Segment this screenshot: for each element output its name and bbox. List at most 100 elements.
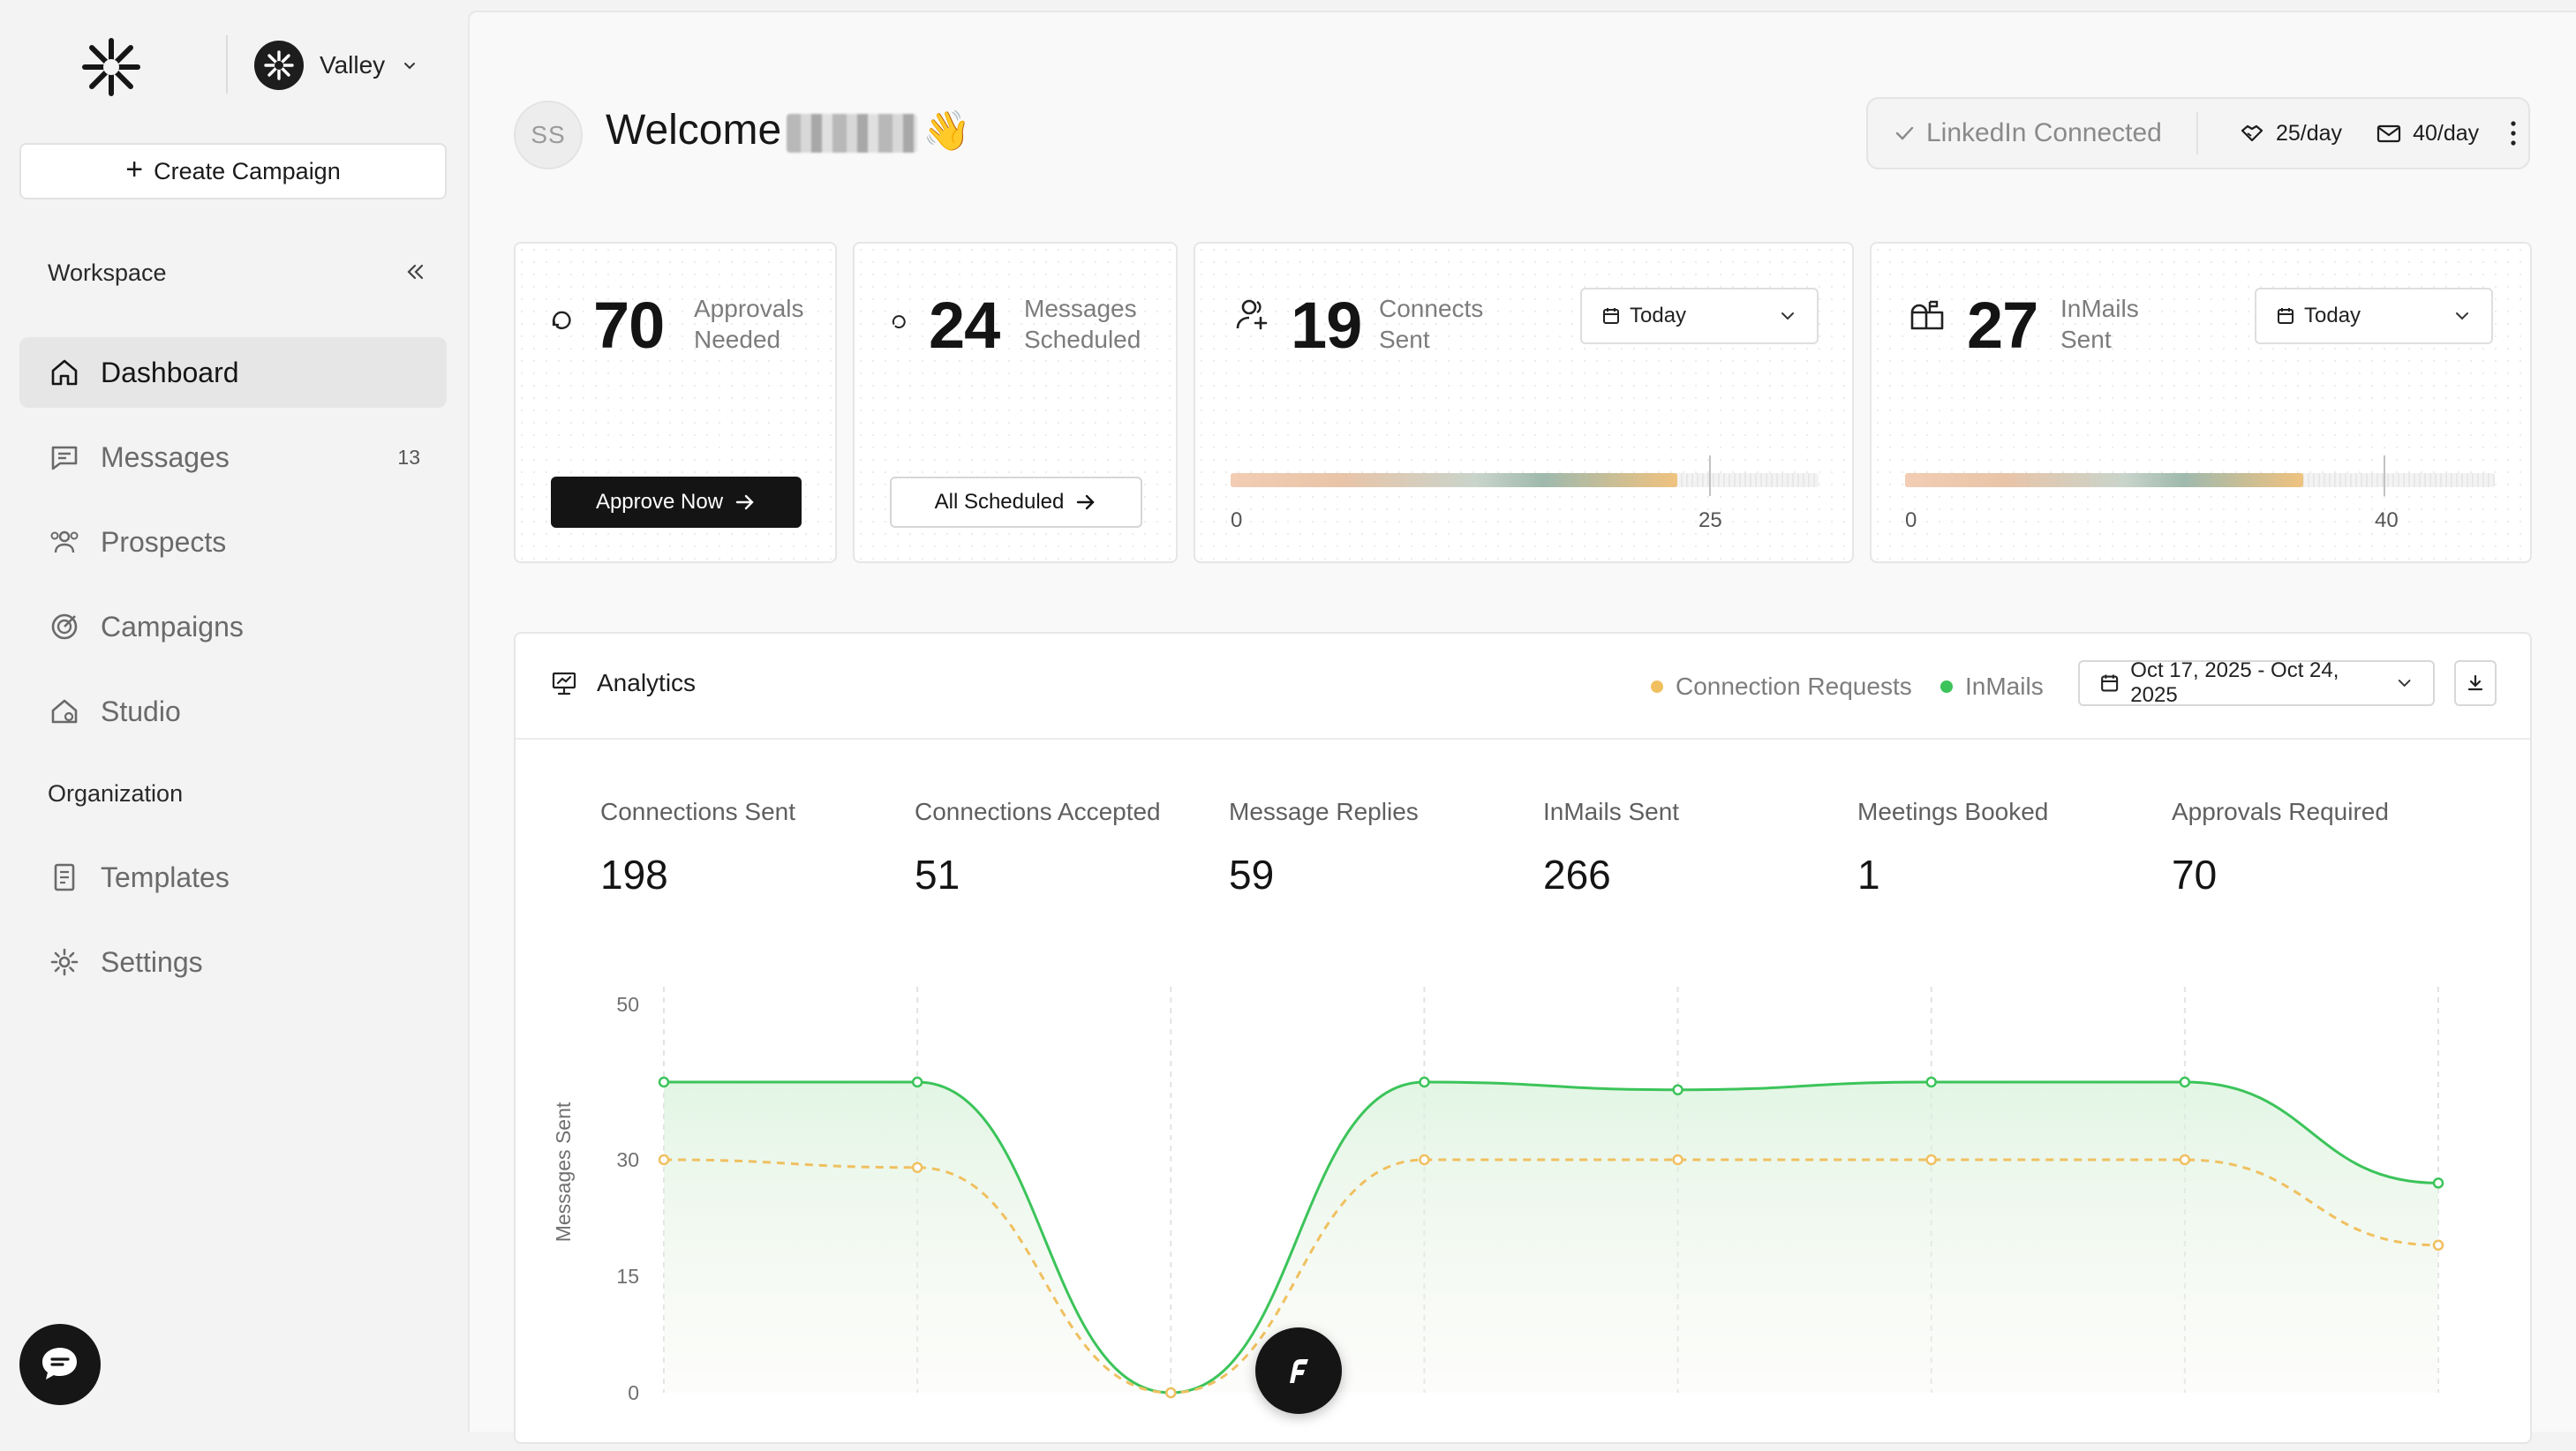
connects-max-label: 25 — [1699, 508, 1722, 532]
approvals-count: 70 — [593, 289, 665, 362]
chart-areas — [664, 1082, 2438, 1393]
scheduled-count: 24 — [929, 289, 1000, 362]
connect-limit: 25/day — [2239, 120, 2342, 147]
main-content: SS Welcome 👋 LinkedIn Connected 25/day 4… — [468, 11, 2576, 1444]
connection-requests-dot — [1651, 680, 1663, 693]
chart-point-inmails — [1925, 1076, 1937, 1088]
connects-period-select[interactable]: Today — [1580, 288, 1819, 344]
metric-value: 266 — [1543, 852, 1611, 898]
chart-point-connection-requests — [1165, 1387, 1177, 1399]
metric-connections-accepted: Connections Accepted 51 — [915, 798, 1161, 898]
approvals-label-line1: Approvals — [694, 295, 804, 322]
chart-points — [658, 1076, 2444, 1399]
metric-label: Message Replies — [1229, 798, 1419, 825]
mail-icon — [2376, 124, 2401, 143]
brand-logo-icon[interactable] — [81, 37, 141, 97]
chart-point-inmails — [911, 1076, 923, 1088]
connect-limit-text: 25/day — [2276, 120, 2343, 146]
document-icon — [54, 863, 75, 891]
inmail-limit: 40/day — [2376, 120, 2479, 147]
inmails-card: 27 InMails Sent Today 0 40 — [1870, 242, 2532, 563]
approvals-card: 70 Approvals Needed Approve Now — [514, 242, 837, 563]
linkedin-status: LinkedIn Connected — [1868, 112, 2198, 154]
sidebar-item-studio[interactable]: Studio — [19, 676, 447, 747]
date-range-picker[interactable]: Oct 17, 2025 - Oct 24, 2025 — [2078, 658, 2435, 707]
date-range-value: Oct 17, 2025 - Oct 24, 2025 — [2130, 658, 2339, 707]
calendar-icon — [1603, 308, 1619, 324]
plus-icon: + — [125, 153, 144, 186]
metric-connections-sent: Connections Sent 198 — [600, 798, 795, 898]
linkedin-status-text: LinkedIn Connected — [1926, 118, 2162, 147]
sidebar-item-prospects[interactable]: Prospects — [19, 507, 447, 577]
more-options-icon[interactable] — [2509, 118, 2518, 148]
legend-label: InMails — [1965, 673, 2044, 700]
organization-label: Organization — [48, 780, 184, 807]
sidebar-item-label: Settings — [101, 945, 203, 978]
sidebar-item-label: Messages — [101, 440, 230, 473]
connects-progress — [1231, 455, 1819, 496]
legend-connection-requests: Connection Requests — [1651, 673, 1912, 701]
chart-point-connection-requests — [911, 1162, 923, 1174]
inmails-label-line1: InMails — [2060, 295, 2139, 322]
account-status-bar: LinkedIn Connected 25/day 40/day — [1866, 97, 2530, 169]
studio-icon — [51, 699, 78, 724]
metric-meetings-booked: Meetings Booked 1 — [1857, 798, 2048, 898]
sidebar-item-settings[interactable]: Settings — [19, 927, 447, 997]
chart-point-inmails — [1672, 1084, 1683, 1096]
wave-emoji: 👋 — [923, 109, 971, 153]
connects-label: Connects Sent — [1379, 293, 1483, 355]
user-avatar[interactable]: SS — [514, 101, 583, 169]
org-switcher[interactable]: Valley — [254, 41, 418, 90]
scheduled-label-line1: Messages — [1024, 295, 1137, 322]
message-icon — [51, 446, 78, 470]
chart-y-tick-label: 15 — [616, 1265, 639, 1288]
arrow-right-icon — [1077, 494, 1096, 510]
sidebar-item-templates[interactable]: Templates — [19, 842, 447, 913]
sidebar: Valley + Create Campaign Workspace Dashb… — [0, 0, 468, 1451]
download-button[interactable] — [2454, 660, 2497, 706]
connects-min-label: 0 — [1231, 508, 1243, 532]
support-chat-button[interactable] — [19, 1324, 101, 1405]
sidebar-item-label: Templates — [101, 861, 230, 893]
legend-label: Connection Requests — [1676, 673, 1912, 700]
collapse-sidebar-icon[interactable] — [401, 258, 429, 286]
welcome-heading: Welcome 👋 — [606, 106, 971, 154]
chat-icon — [42, 1348, 77, 1380]
connects-label-line1: Connects — [1379, 295, 1484, 322]
chart-line-inmails — [664, 1080, 2439, 1395]
inmails-count: 27 — [1967, 289, 2038, 362]
all-scheduled-button[interactable]: All Scheduled — [890, 477, 1142, 528]
org-avatar — [254, 41, 304, 90]
connects-label-line2: Sent — [1379, 326, 1430, 353]
floating-action-button[interactable] — [1255, 1327, 1342, 1414]
org-name: Valley — [320, 51, 386, 79]
metric-label: Connections Accepted — [915, 798, 1161, 825]
metric-value: 59 — [1229, 852, 1275, 898]
refresh-icon — [892, 315, 906, 328]
calendar-icon — [2278, 308, 2294, 324]
chart-line-connection-requests — [663, 1158, 2439, 1395]
user-plus-icon — [1236, 299, 1268, 330]
metric-label: Meetings Booked — [1857, 798, 2049, 825]
scheduled-label-line2: Scheduled — [1024, 326, 1141, 353]
inmails-period-value: Today — [2304, 304, 2361, 327]
create-campaign-button[interactable]: + Create Campaign — [19, 143, 447, 199]
scheduled-card: 24 Messages Scheduled All Scheduled — [853, 242, 1178, 563]
chart-y-ticks: 50 30 15 0 — [616, 993, 639, 1404]
sidebar-item-dashboard[interactable]: Dashboard — [19, 337, 447, 408]
inmails-period-select[interactable]: Today — [2255, 288, 2493, 344]
inmails-progress-fill — [1905, 473, 2303, 487]
chart-point-connection-requests — [1672, 1154, 1683, 1166]
sidebar-item-messages[interactable]: Messages 13 — [19, 422, 447, 492]
inmails-max-label: 40 — [2375, 508, 2399, 532]
metric-approvals-required: Approvals Required 70 — [2172, 798, 2389, 898]
metric-value: 1 — [1857, 852, 1880, 898]
approve-now-label: Approve Now — [595, 490, 724, 514]
metric-inmails-sent: InMails Sent 266 — [1543, 798, 1679, 898]
sidebar-item-label: Campaigns — [101, 610, 244, 643]
approve-now-button[interactable]: Approve Now — [551, 477, 802, 528]
connects-period-value: Today — [1630, 304, 1687, 327]
inmail-limit-text: 40/day — [2413, 120, 2480, 146]
sidebar-item-campaigns[interactable]: Campaigns — [19, 591, 447, 662]
metric-label: Connections Sent — [600, 798, 796, 825]
